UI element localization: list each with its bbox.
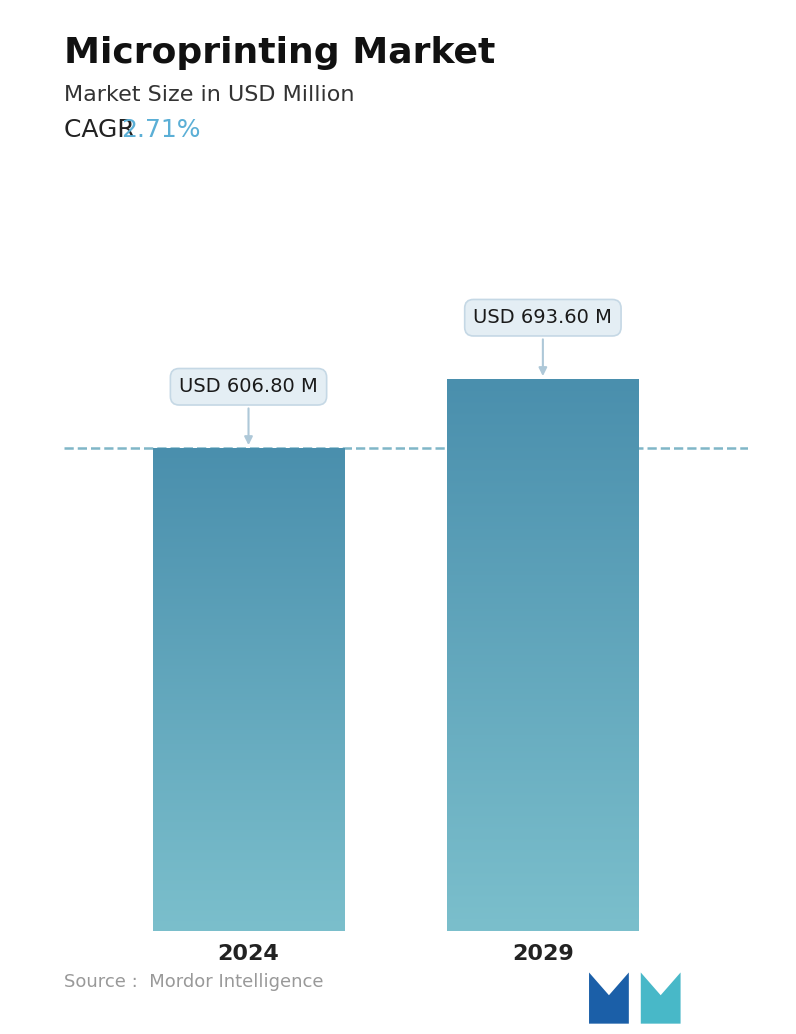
Text: Microprinting Market: Microprinting Market [64, 36, 495, 70]
Text: CAGR: CAGR [64, 118, 142, 142]
Text: USD 693.60 M: USD 693.60 M [474, 308, 612, 374]
Polygon shape [641, 972, 681, 1024]
Text: Market Size in USD Million: Market Size in USD Million [64, 85, 354, 104]
Polygon shape [589, 972, 629, 1024]
Text: USD 606.80 M: USD 606.80 M [179, 377, 318, 443]
Text: Source :  Mordor Intelligence: Source : Mordor Intelligence [64, 973, 323, 991]
Text: 2.71%: 2.71% [121, 118, 201, 142]
